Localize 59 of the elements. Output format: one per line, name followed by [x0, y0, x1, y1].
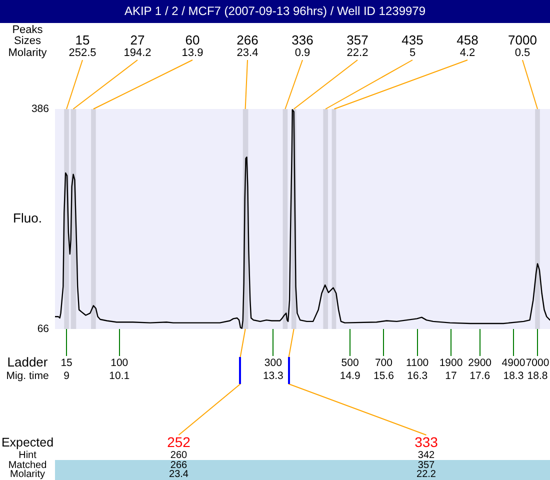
x-tick-label: 18.3 [503, 370, 524, 382]
text: Peaks [12, 24, 44, 36]
text: 100 [110, 356, 128, 369]
text: Expected [1, 435, 54, 450]
annotation: 336 [292, 32, 314, 48]
text: Molarity [10, 468, 46, 480]
x-tick-label: 17 [445, 370, 457, 382]
annotation: 333 [414, 434, 438, 450]
annotation: 194.2 [124, 47, 152, 60]
annotation: 23.4 [236, 47, 258, 60]
text: 266 [170, 460, 188, 471]
text: 22.2 [416, 468, 436, 480]
chart-title: AKIP 1 / 2 / MCF7 (2007-09-13 96hrs) / Well ID 1239979 [0, 0, 550, 23]
annotation: 357 [346, 32, 368, 48]
annotation: 252.5 [68, 47, 96, 60]
text: 260 [170, 450, 188, 461]
text: Ladder [7, 354, 48, 370]
annotation: 22.2 [346, 47, 368, 60]
text: 700 [374, 356, 393, 369]
x-axis-title: Mig. time [6, 370, 49, 382]
text: 357 [418, 460, 436, 471]
x-tick-label: 10.1 [109, 370, 130, 382]
text: Matched [8, 460, 47, 471]
text: 7000 [526, 356, 550, 369]
text: 300 [264, 356, 282, 369]
annotation: 252 [167, 434, 191, 450]
y-tick-label: 66 [37, 322, 50, 335]
annotation: 0.5 [514, 47, 530, 60]
x-tick-label: 18.8 [527, 370, 548, 382]
text: 23.4 [169, 468, 189, 480]
text: Molarity [8, 47, 48, 60]
text: 342 [418, 450, 436, 461]
x-tick-label: 9 [64, 370, 70, 382]
x-tick-label: 13.3 [262, 370, 284, 382]
annotation: 7000 [508, 32, 537, 48]
annotation: 458 [456, 32, 478, 48]
annotation: 60 [185, 32, 200, 48]
text: 15 [60, 356, 73, 369]
y-tick-label: 386 [31, 102, 50, 115]
x-tick-label: 14.9 [340, 370, 360, 382]
text: 4900 [502, 356, 526, 369]
y-axis-title: Fluo. [13, 210, 42, 226]
x-tick-label: 16.3 [407, 370, 428, 382]
annotation: 266 [236, 32, 258, 48]
annotation: 4.2 [460, 47, 476, 60]
text: 1900 [439, 356, 463, 369]
text: Sizes [14, 35, 42, 48]
annotation: 15 [75, 32, 90, 48]
annotation: 27 [130, 32, 145, 48]
x-tick-label: 17.6 [470, 370, 490, 382]
text: Hint [18, 450, 37, 461]
text: 500 [341, 356, 359, 369]
text: 2900 [468, 356, 492, 369]
text: 1100 [406, 356, 429, 369]
annotation: 5 [409, 47, 416, 60]
annotation: 13.9 [182, 47, 204, 60]
annotation: 0.9 [294, 47, 310, 60]
x-tick-label: 15.6 [374, 370, 394, 382]
annotation: 435 [402, 32, 424, 48]
